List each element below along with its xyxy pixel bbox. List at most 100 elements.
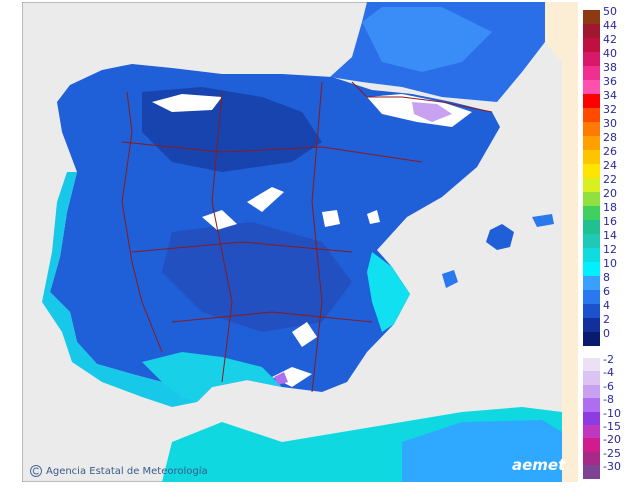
legend-label: -2 — [603, 353, 614, 366]
menorca — [532, 214, 554, 227]
legend-label: -25 — [603, 446, 621, 460]
legend-swatch — [583, 234, 600, 248]
legend-swatch — [583, 248, 600, 262]
legend-label: 2 — [603, 313, 610, 326]
legend-swatch — [583, 411, 600, 425]
france-west — [362, 7, 492, 72]
legend-label: 24 — [603, 159, 617, 172]
province-lines — [311, 81, 323, 393]
legend-swatch — [583, 438, 600, 452]
legend-label: -30 — [603, 460, 621, 474]
snow-cazorla — [292, 322, 317, 347]
legend-swatch — [583, 304, 600, 318]
cold-pyrenees — [412, 102, 452, 122]
legend-swatch — [583, 52, 600, 66]
copyright-icon — [32, 467, 39, 475]
legend-label: 16 — [603, 215, 617, 228]
legend-swatch — [583, 206, 600, 220]
legend-label: -15 — [603, 420, 621, 433]
legend-swatch — [583, 425, 600, 439]
legend-swatch — [583, 94, 600, 108]
legend-label: 42 — [603, 33, 617, 46]
legend-label: -8 — [603, 393, 614, 407]
legend-label: 34 — [603, 89, 617, 102]
snow-central — [202, 210, 237, 230]
province-lines — [121, 141, 423, 163]
legend-swatch — [583, 24, 600, 38]
legend-swatch — [583, 192, 600, 206]
legend-label: 8 — [603, 271, 610, 284]
out-of-domain — [545, 2, 578, 482]
province-lines — [131, 241, 353, 253]
legend-label: 14 — [603, 229, 617, 242]
legend-label: 44 — [603, 19, 617, 32]
legend-swatch — [583, 80, 600, 94]
legend-swatch — [583, 150, 600, 164]
legend-label: 36 — [603, 75, 617, 88]
legend-label: 26 — [603, 145, 617, 158]
legend-swatch — [583, 451, 600, 466]
border-france — [351, 81, 493, 113]
legend: 50 44 42 40 38 36 34 32 30 28 26 24 22 20 18 16 14 12 10 8 6… — [583, 6, 630, 485]
legend-label: -6 — [603, 379, 614, 393]
copyright-icon — [30, 465, 42, 477]
valencia-coast — [367, 252, 410, 332]
legend-swatch — [583, 38, 600, 52]
guadalquivir — [142, 352, 282, 402]
snow-cantabrica — [152, 94, 222, 112]
border-portugal — [121, 91, 163, 353]
credit: Agencia Estatal de Meteorología — [46, 465, 208, 477]
legend-label: 0 — [603, 327, 610, 340]
legend-swatch — [583, 66, 600, 80]
legend-label: -20 — [603, 433, 621, 447]
ibiza — [442, 270, 458, 288]
legend-swatch — [583, 178, 600, 192]
province-lines — [211, 91, 233, 383]
legend-label: 22 — [603, 173, 617, 186]
legend-swatch — [583, 108, 600, 122]
legend-swatch — [583, 290, 600, 304]
legend-swatch — [583, 398, 600, 412]
meseta-south — [162, 222, 352, 332]
legend-swatch — [583, 358, 600, 372]
legend-swatch — [583, 220, 600, 234]
legend-label: 4 — [603, 299, 610, 312]
map: Agencia Estatal de Meteorología aemet — [22, 2, 578, 482]
africa-east — [402, 420, 562, 482]
coast-cyan — [42, 172, 197, 407]
legend-label: 6 — [603, 285, 610, 298]
legend-label: 30 — [603, 117, 617, 130]
legend-label: 32 — [603, 103, 617, 116]
legend-swatch — [583, 122, 600, 136]
legend-swatch — [583, 136, 600, 150]
legend-label: 12 — [603, 243, 617, 256]
legend-label: 40 — [603, 47, 617, 60]
snow-iberico-east — [367, 210, 380, 224]
legend-label: 38 — [603, 61, 617, 74]
legend-swatch — [583, 384, 600, 399]
legend-swatch — [583, 276, 600, 290]
legend-label: 50 — [603, 5, 617, 18]
province-lines — [171, 311, 373, 323]
legend-swatch — [583, 164, 600, 178]
legend-label: 18 — [603, 201, 617, 214]
legend-swatch — [583, 332, 600, 346]
legend-swatch — [583, 465, 600, 479]
legend-label: -4 — [603, 366, 614, 380]
snow-central-east — [247, 187, 284, 212]
legend-swatch — [583, 318, 600, 332]
mallorca — [486, 224, 514, 250]
snow-iberico — [322, 210, 340, 227]
legend-swatch — [583, 371, 600, 385]
legend-label: 20 — [603, 187, 617, 200]
legend-swatch — [583, 10, 600, 24]
cold-nevada — [274, 372, 288, 385]
legend-label: -10 — [603, 406, 621, 420]
logo: aemet — [512, 456, 566, 474]
legend-label: 10 — [603, 257, 617, 270]
legend-swatch — [583, 262, 600, 276]
borders — [121, 81, 493, 393]
legend-label: 28 — [603, 131, 617, 144]
